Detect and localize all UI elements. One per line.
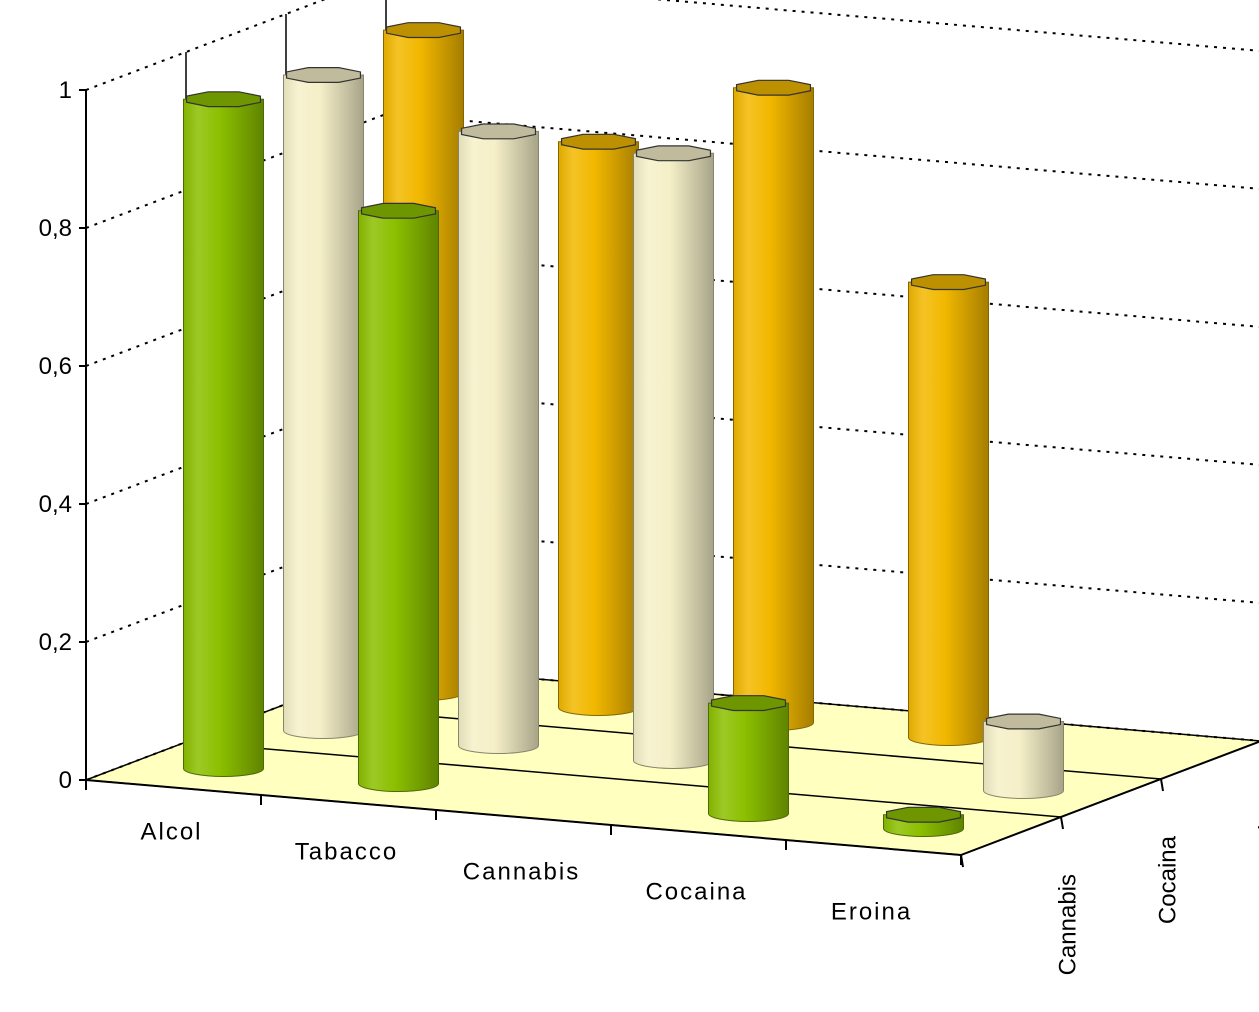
- y-tick-label: 1: [59, 77, 72, 104]
- bar-body: [283, 74, 364, 739]
- chart-axes: [79, 89, 1259, 868]
- bar-top: [460, 123, 537, 140]
- depth-tick: [960, 854, 964, 868]
- gridline: [85, 250, 1259, 367]
- gridline: [85, 112, 1259, 229]
- x-axis-line: [85, 779, 962, 856]
- bar: [358, 202, 439, 792]
- bar: [458, 123, 539, 754]
- bar: [908, 274, 989, 746]
- gridline: [85, 0, 1259, 91]
- bar-top: [360, 202, 437, 219]
- gridline: [85, 388, 1259, 505]
- bar-top: [885, 806, 962, 823]
- bar-body: [358, 210, 439, 792]
- bar-body: [733, 87, 814, 731]
- bar-top: [710, 695, 787, 712]
- bar-body: [908, 281, 989, 746]
- depth-tick: [1160, 778, 1164, 792]
- bar-top: [285, 67, 362, 83]
- bar: [183, 91, 264, 777]
- y-tick-label: 0,4: [39, 491, 72, 518]
- depth-tick-label: Cocaina: [1154, 835, 1181, 924]
- y-tick-label: 0,2: [39, 629, 72, 656]
- bar-top: [985, 713, 1062, 730]
- bar-top: [385, 22, 462, 39]
- y-tick-label: 0,6: [39, 353, 72, 380]
- bar-top: [560, 133, 637, 150]
- x-tick-label: Eroina: [831, 899, 912, 926]
- y-tick-label: 0: [59, 767, 72, 794]
- chart-labels: 0 0,2 0,4 0,6 0,8 1 Alcol Tabacco Cannabis Cocain…: [39, 77, 1259, 975]
- bar-top: [735, 79, 812, 96]
- chart-bars: [183, 22, 1064, 837]
- floor-row-line: [185, 741, 1062, 818]
- bar: [733, 79, 814, 731]
- bar: [983, 713, 1064, 799]
- x-tick-label: Cocaina: [645, 879, 747, 906]
- x-tick-label: Cannabis: [463, 859, 580, 886]
- bar-body: [183, 98, 264, 777]
- bar-body: [458, 130, 539, 754]
- bar: [708, 695, 789, 822]
- depth-tick-label: Cannabis: [1054, 874, 1081, 975]
- bar: [633, 145, 714, 769]
- bar-top: [635, 145, 712, 162]
- bar-body: [708, 702, 789, 822]
- bar: [558, 133, 639, 716]
- depth-axis-line: [960, 740, 1259, 856]
- bar-body: [558, 141, 639, 716]
- bar-body: [633, 152, 714, 769]
- bar: [883, 806, 964, 837]
- bar: [283, 67, 364, 739]
- depth-tick: [1060, 816, 1064, 830]
- bar-body: [983, 721, 1064, 799]
- y-tick-label: 0,8: [39, 215, 72, 242]
- x-tick-label: Alcol: [140, 819, 202, 846]
- depth-tick-label: Eroina: [1254, 797, 1259, 867]
- gridline: [85, 526, 1259, 643]
- bar-top: [910, 274, 987, 291]
- bar-top: [185, 91, 262, 108]
- x-tick-label: Tabacco: [295, 839, 398, 866]
